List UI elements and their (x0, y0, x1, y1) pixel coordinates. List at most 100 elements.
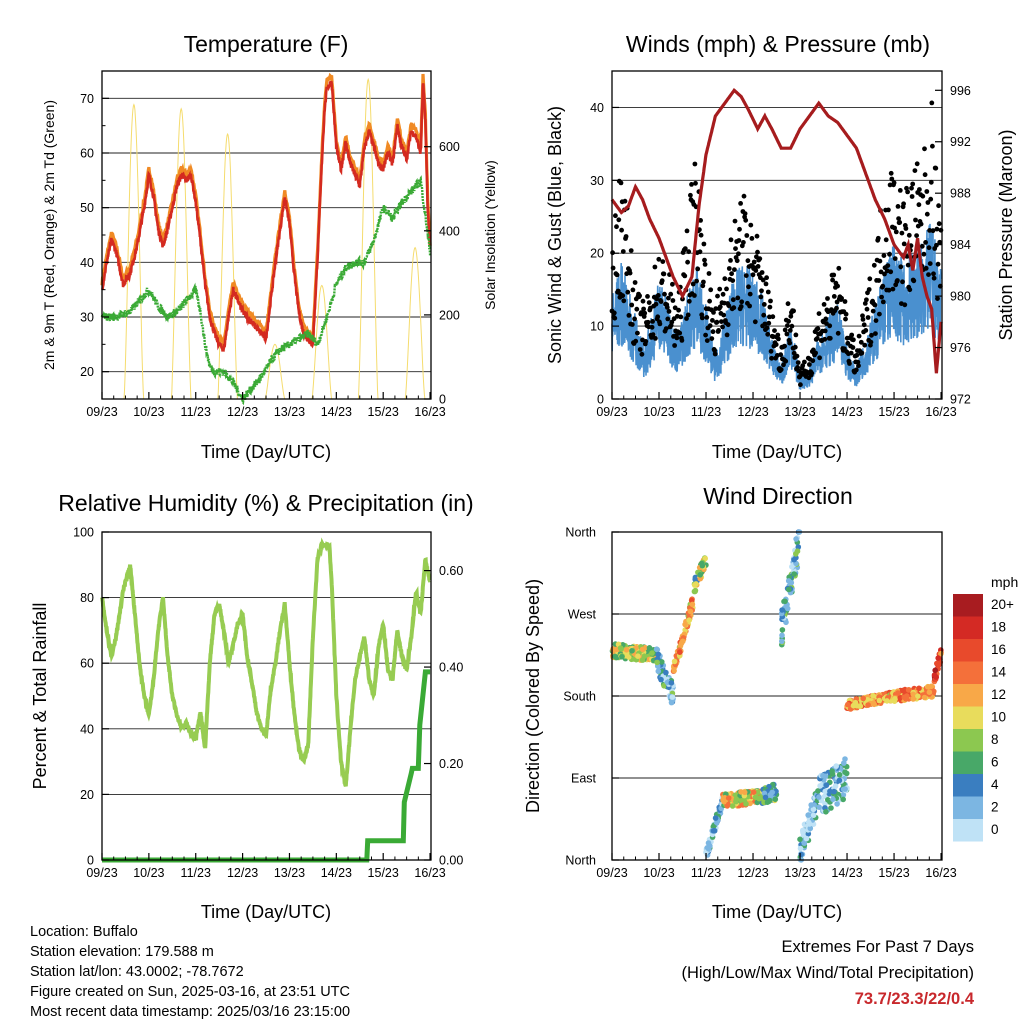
gust-point (720, 291, 726, 297)
solar-insolation-day-2 (217, 132, 238, 400)
gust-point (851, 337, 856, 343)
direction-point (655, 651, 661, 658)
gust-point (682, 273, 688, 279)
gust-point (688, 192, 693, 198)
winds-xtick-label-5: 14/23 (831, 405, 862, 419)
gust-point (770, 314, 776, 320)
gust-point (831, 294, 837, 299)
gust-point (646, 300, 652, 305)
gust-point (734, 258, 740, 264)
humidity-xtick-label-0: 09/23 (86, 866, 117, 880)
direction-point (610, 646, 616, 652)
station-pressure-line (610, 87, 943, 374)
gust-point (682, 246, 688, 252)
temperature-xlabel: Time (Day/UTC) (201, 442, 331, 462)
gust-point (867, 276, 873, 282)
gust-point (881, 253, 887, 258)
gust-point (861, 322, 867, 328)
gust-point (891, 180, 897, 186)
gust-point (671, 316, 677, 322)
gust-point (864, 306, 870, 312)
gust-point (926, 272, 931, 277)
gust-point (704, 315, 710, 320)
gust-point (645, 294, 650, 299)
speed-legend-title: mph (991, 574, 1018, 590)
direction-point (653, 646, 660, 652)
speed-legend-swatch-0 (953, 594, 983, 617)
winds-rtick-label-0: 972 (950, 393, 971, 407)
speed-legend-label-1: 18 (991, 620, 1006, 635)
gust-point (879, 294, 884, 300)
direction-point (840, 792, 847, 798)
gust-point (886, 207, 891, 213)
gust-point (924, 211, 930, 217)
gust-point (885, 263, 891, 268)
direction-xtick-label-6: 15/23 (878, 866, 909, 880)
humidity-ytick-label-2: 40 (80, 722, 94, 736)
station-elevation: Station elevation: 179.588 m (30, 944, 214, 960)
gust-point (618, 180, 624, 186)
gust-point (748, 222, 754, 228)
gust-point (789, 323, 795, 329)
gust-point (856, 363, 861, 369)
gust-point (822, 328, 828, 334)
gust-point (856, 333, 862, 339)
gust-point (860, 313, 865, 319)
gust-point (698, 232, 704, 238)
direction-point (619, 654, 625, 660)
speed-legend-label-0: 20+ (991, 597, 1014, 612)
speed-legend-swatch-5 (953, 706, 983, 729)
gust-point (728, 258, 733, 263)
humidity-xlabel: Time (Day/UTC) (201, 902, 331, 922)
direction-point (910, 691, 916, 698)
direction-xtick-label-5: 14/23 (831, 866, 862, 880)
direction-point (779, 638, 785, 645)
gust-point (795, 360, 801, 365)
humidity-rtick-label-1: 0.20 (439, 757, 463, 771)
direction-point (687, 608, 694, 615)
direction-series (609, 529, 944, 863)
direction-point (822, 788, 828, 795)
direction-point (686, 617, 692, 623)
gust-point (830, 277, 835, 283)
gust-point (634, 306, 640, 312)
direction-point (682, 621, 688, 628)
direction-point (779, 627, 786, 633)
gust-point (668, 291, 674, 297)
relative-humidity-line (100, 537, 432, 787)
sonic-wind-line (611, 223, 942, 390)
direction-point (762, 794, 769, 801)
direction-point (680, 638, 686, 645)
gust-point (899, 230, 905, 236)
gust-point (704, 338, 710, 343)
direction-point (797, 845, 804, 852)
gust-point (738, 201, 743, 206)
gust-point (737, 226, 742, 232)
direction-point (671, 667, 677, 674)
gust-point (719, 319, 724, 324)
gust-point (930, 228, 936, 234)
gust-point (835, 283, 840, 289)
direction-point (668, 680, 675, 686)
gust-point (873, 318, 879, 323)
temperature-xtick-label-1: 10/23 (133, 405, 164, 419)
gust-point (709, 336, 715, 341)
temperature-ytick-label-3: 50 (80, 201, 94, 215)
winds-rtick-label-5: 992 (950, 135, 971, 149)
winds-xtick-label-3: 12/23 (737, 405, 768, 419)
direction-point (932, 667, 938, 674)
gust-point (656, 256, 662, 262)
gust-point (875, 235, 881, 241)
gust-point (836, 265, 842, 271)
winds-series (609, 87, 944, 390)
gust-point (758, 294, 764, 300)
gust-point (781, 362, 786, 368)
speed-legend-label-10: 0 (991, 822, 999, 837)
gust-point (726, 303, 732, 309)
gust-point (697, 249, 703, 255)
direction-point (786, 586, 792, 593)
gust-point (747, 291, 753, 297)
temperature-rtick-label-2: 400 (439, 224, 460, 238)
direction-xtick-label-1: 10/23 (643, 866, 674, 880)
